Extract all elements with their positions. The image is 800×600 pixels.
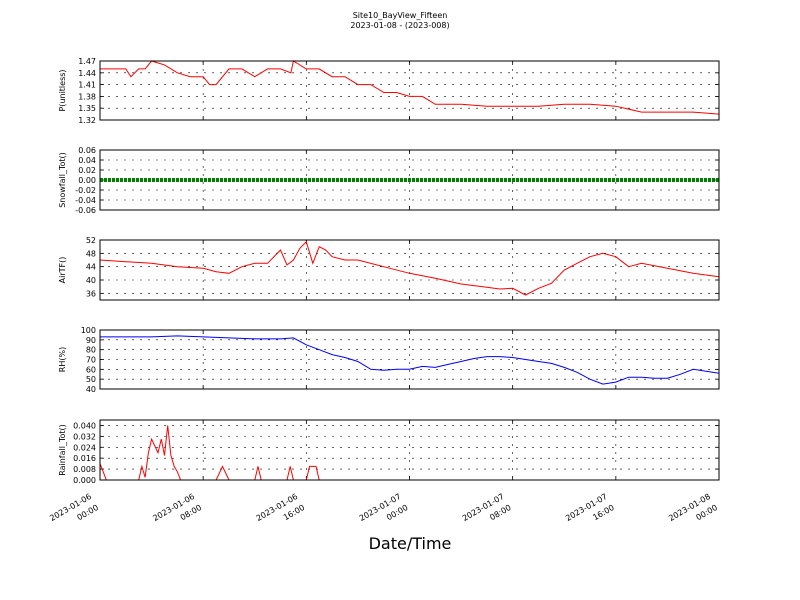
y-tick-label: 52 — [86, 236, 96, 245]
y-tick-label: 44 — [86, 263, 96, 272]
y-tick-label: 0.032 — [73, 432, 96, 441]
y-tick-label: 0.00 — [78, 176, 96, 185]
y-tick-label: 1.38 — [78, 92, 96, 101]
y-tick-label: -0.02 — [75, 186, 96, 195]
y-tick-label: 100 — [81, 326, 96, 335]
y-tick-label: 60 — [86, 365, 96, 374]
y-tick-label: 0.02 — [78, 166, 96, 175]
y-tick-label: 40 — [86, 385, 96, 394]
chart-subtitle: 2023-01-08 - (2023-008) — [350, 21, 450, 30]
y-tick-label: 50 — [86, 375, 96, 384]
y-tick-label: 0.000 — [73, 476, 96, 485]
chart-title: Site10_BayView_Fifteen — [352, 11, 448, 20]
y-axis-label: P(unitless) — [58, 69, 67, 111]
y-tick-label: 0.016 — [73, 454, 96, 463]
y-tick-label: 1.44 — [78, 69, 96, 78]
y-tick-label: 1.35 — [78, 104, 96, 113]
x-axis-label: Date/Time — [368, 534, 452, 553]
y-tick-label: 1.41 — [78, 81, 96, 90]
y-tick-label: -0.06 — [75, 206, 96, 215]
y-tick-label: 1.47 — [78, 57, 96, 66]
y-tick-label: 0.06 — [78, 146, 96, 155]
y-tick-label: 0.040 — [73, 421, 96, 430]
y-tick-label: 70 — [86, 356, 96, 365]
y-axis-label: AirTF() — [58, 257, 67, 284]
y-tick-label: 90 — [86, 336, 96, 345]
panel-frame — [99, 329, 720, 390]
series-line — [100, 335, 720, 385]
panel-frame — [99, 419, 720, 481]
y-tick-label: 80 — [86, 346, 96, 355]
y-tick-label: 0.008 — [73, 465, 96, 474]
panel-frame — [99, 239, 720, 301]
y-tick-label: 36 — [86, 289, 96, 298]
panel-frame — [99, 60, 720, 121]
y-tick-label: 48 — [86, 249, 96, 258]
y-tick-label: 1.32 — [78, 116, 96, 125]
panel-frame — [99, 149, 720, 211]
y-tick-label: 0.024 — [73, 443, 96, 452]
y-tick-label: -0.04 — [75, 196, 96, 205]
series-line — [100, 60, 720, 115]
y-tick-label: 40 — [86, 276, 96, 285]
y-axis-label: RH(%) — [58, 347, 67, 372]
series-line — [99, 240, 720, 296]
y-tick-label: 0.04 — [78, 156, 96, 165]
y-axis-label: Snowfall_Tot() — [58, 152, 67, 208]
y-axis-label: Rainfall_Tot() — [58, 424, 67, 476]
